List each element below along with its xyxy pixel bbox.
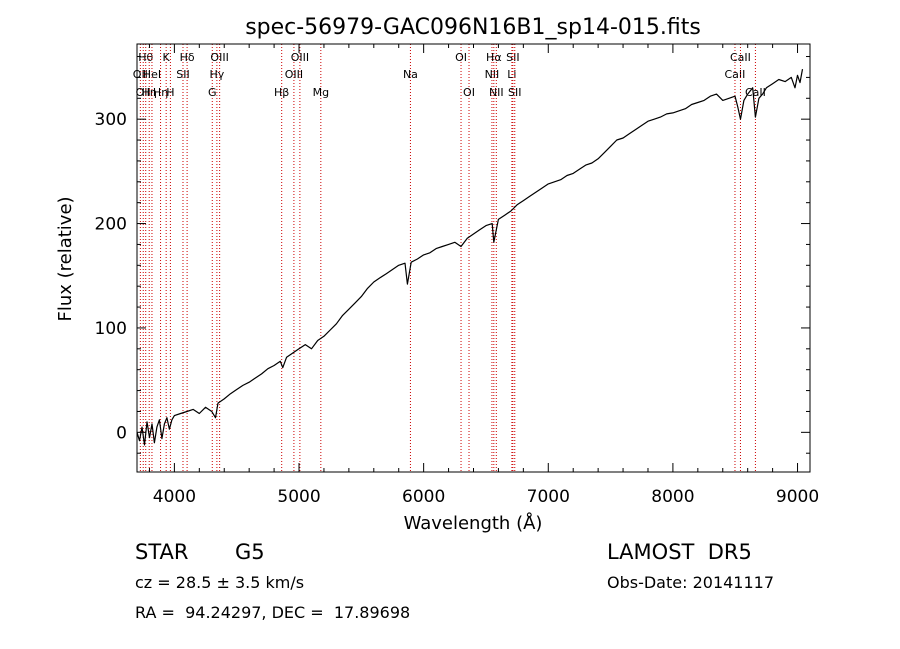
axes-layer: 4000 5000 6000 7000 8000 9000 0 100 200 300 — [95, 44, 819, 507]
marker-label: Hθ — [138, 51, 153, 64]
marker-label: K — [163, 51, 171, 64]
marker-label: SII — [508, 86, 521, 99]
spectrum-line-layer — [136, 68, 804, 446]
x-tick-label: 7000 — [527, 487, 570, 507]
marker-label: SII — [506, 51, 519, 64]
x-tick-label: 5000 — [277, 487, 320, 507]
spectral-subclass: G5 — [235, 540, 265, 564]
marker-label: OIII — [210, 51, 228, 64]
marker-label: OI — [455, 51, 467, 64]
emission-line-markers: OIIOIIHθHηHeIHηKHSIIHδGHγOIIIHβOIIIOIIIM… — [133, 44, 766, 472]
y-tick-label: 100 — [95, 319, 127, 339]
marker-label: CaII — [725, 68, 746, 81]
marker-label: Hα — [486, 51, 502, 64]
marker-label: OI — [463, 86, 475, 99]
obs-date-label: Obs-Date: 20141117 — [607, 573, 775, 592]
x-tick-label: 9000 — [776, 487, 819, 507]
marker-label: Li — [507, 68, 516, 81]
plot-frame — [136, 43, 811, 473]
marker-label: Mg — [313, 86, 329, 99]
marker-label: Hγ — [209, 68, 224, 81]
x-axis-label: Wavelength (Å) — [404, 512, 543, 534]
chart-title: spec-56979-GAC096N16B1_sp14-015.fits — [245, 15, 701, 40]
coordinates-label: RA = 94.24297, DEC = 17.89698 — [135, 603, 411, 622]
x-tick-label: 6000 — [402, 487, 445, 507]
marker-label: Hβ — [274, 86, 289, 99]
marker-label: OIII — [291, 51, 309, 64]
marker-label: G — [208, 86, 217, 99]
marker-label: Hδ — [180, 51, 195, 64]
spectrum-line — [136, 68, 804, 446]
marker-label: Hη — [142, 86, 157, 99]
marker-label: CaII — [745, 86, 766, 99]
y-axis-label: Flux (relative) — [55, 196, 76, 321]
marker-label: OII — [136, 86, 151, 99]
object-type: STAR — [135, 540, 189, 564]
marker-label: Na — [403, 68, 418, 81]
survey-label: LAMOST DR5 — [607, 540, 752, 564]
marker-label: CaII — [730, 51, 751, 64]
marker-label: NII — [489, 86, 504, 99]
marker-label: Hη — [153, 86, 168, 99]
y-tick-label: 200 — [95, 215, 127, 235]
marker-label: HeI — [143, 68, 161, 81]
x-tick-label: 4000 — [153, 487, 196, 507]
x-tick-label: 8000 — [651, 487, 694, 507]
redshift-label: cz = 28.5 ± 3.5 km/s — [135, 573, 305, 592]
marker-label: OIII — [285, 68, 303, 81]
marker-label: H — [166, 86, 174, 99]
y-tick-label: 300 — [95, 110, 127, 130]
y-tick-label: 0 — [116, 423, 127, 443]
marker-label: NII — [485, 68, 500, 81]
marker-label: SII — [176, 68, 189, 81]
